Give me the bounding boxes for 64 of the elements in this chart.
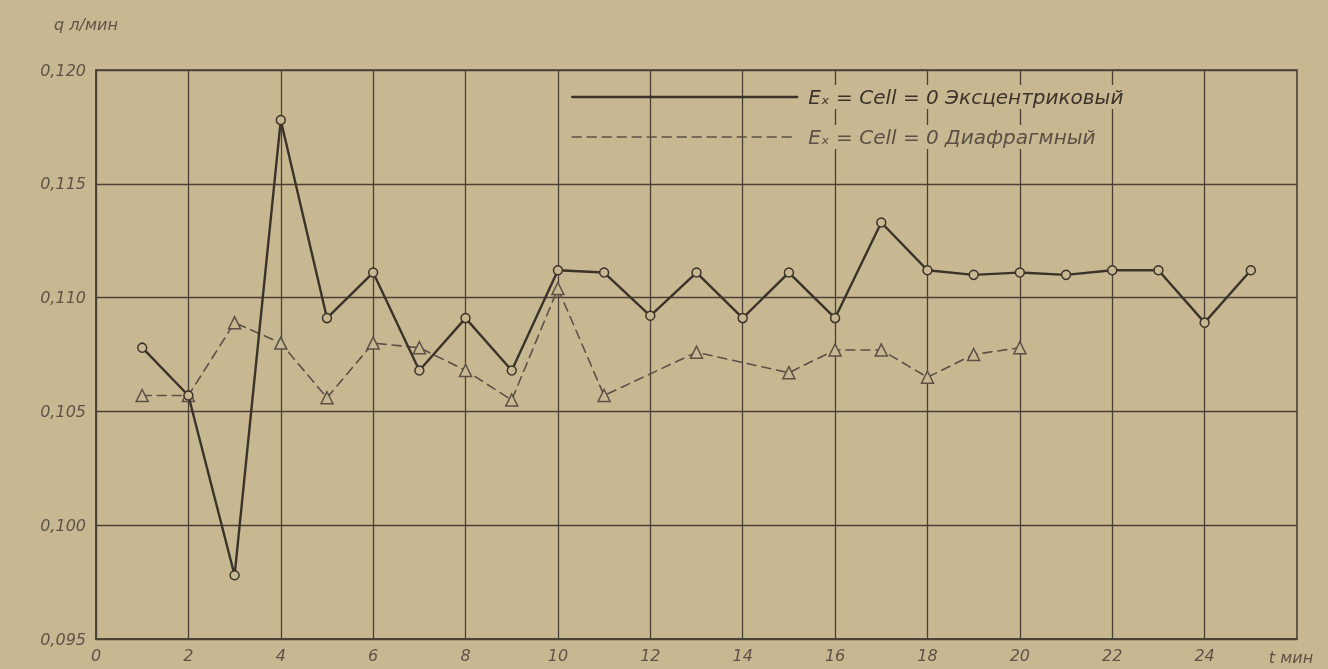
y-tick-label: 0,115 [40, 174, 86, 194]
point [506, 365, 517, 376]
point [737, 312, 748, 324]
y-tick-label: 0,120 [40, 60, 86, 80]
point [1014, 267, 1026, 278]
point [645, 310, 656, 322]
x-tick-label: 18 [917, 645, 938, 665]
point [274, 336, 288, 350]
x-tick-label: 24 [1194, 645, 1215, 665]
x-tick-label: 20 [1009, 645, 1031, 665]
point [874, 343, 889, 357]
x-tick-label: 6 [368, 645, 379, 665]
point [460, 312, 471, 324]
point [1106, 265, 1118, 276]
point [275, 114, 287, 126]
x-tick-label: 4 [275, 645, 286, 665]
point [551, 281, 565, 296]
point [366, 336, 380, 350]
point [597, 388, 611, 403]
point [920, 370, 935, 385]
point [1245, 265, 1257, 276]
point [1013, 340, 1027, 355]
y-tick-label: 0,095 [40, 629, 86, 649]
x-tick-label: 12 [640, 645, 661, 665]
x-tick-label: 22 [1102, 645, 1123, 665]
point [691, 267, 702, 278]
text: Eₓ = Cell = 0 Эксцентриковый [808, 85, 1124, 109]
x-tick-label: 8 [460, 645, 471, 665]
point [966, 347, 981, 362]
point [367, 267, 379, 278]
x-axis-title: t мин [1268, 647, 1314, 667]
point [783, 267, 795, 278]
point [782, 365, 796, 380]
point [227, 315, 242, 330]
x-tick-label: 10 [547, 645, 569, 665]
point [1199, 317, 1210, 328]
point [689, 345, 704, 359]
x-tick-label: 0 [90, 645, 102, 665]
point [504, 393, 519, 407]
point [321, 312, 333, 324]
point [828, 343, 842, 357]
point [1153, 265, 1164, 276]
point [135, 388, 149, 403]
text: Eₓ = Cell = 0 Диафрагмный [808, 125, 1096, 149]
point [458, 363, 473, 378]
point [229, 570, 240, 581]
y-tick-label: 0,105 [40, 401, 86, 421]
x-tick-label: 14 [732, 645, 753, 665]
x-tick-label: 2 [183, 645, 194, 665]
point [968, 269, 979, 281]
y-tick-label: 0,110 [40, 288, 86, 308]
point [136, 342, 148, 353]
point [320, 390, 334, 405]
point [829, 312, 841, 324]
point [552, 265, 564, 276]
point [876, 217, 887, 228]
point [412, 340, 427, 355]
point [922, 265, 933, 276]
point [1060, 269, 1072, 281]
point [414, 365, 425, 376]
y-axis-title: q л/мин [54, 14, 118, 34]
point [598, 267, 610, 278]
x-tick-label: 16 [824, 645, 846, 665]
y-tick-label: 0,100 [40, 515, 86, 535]
